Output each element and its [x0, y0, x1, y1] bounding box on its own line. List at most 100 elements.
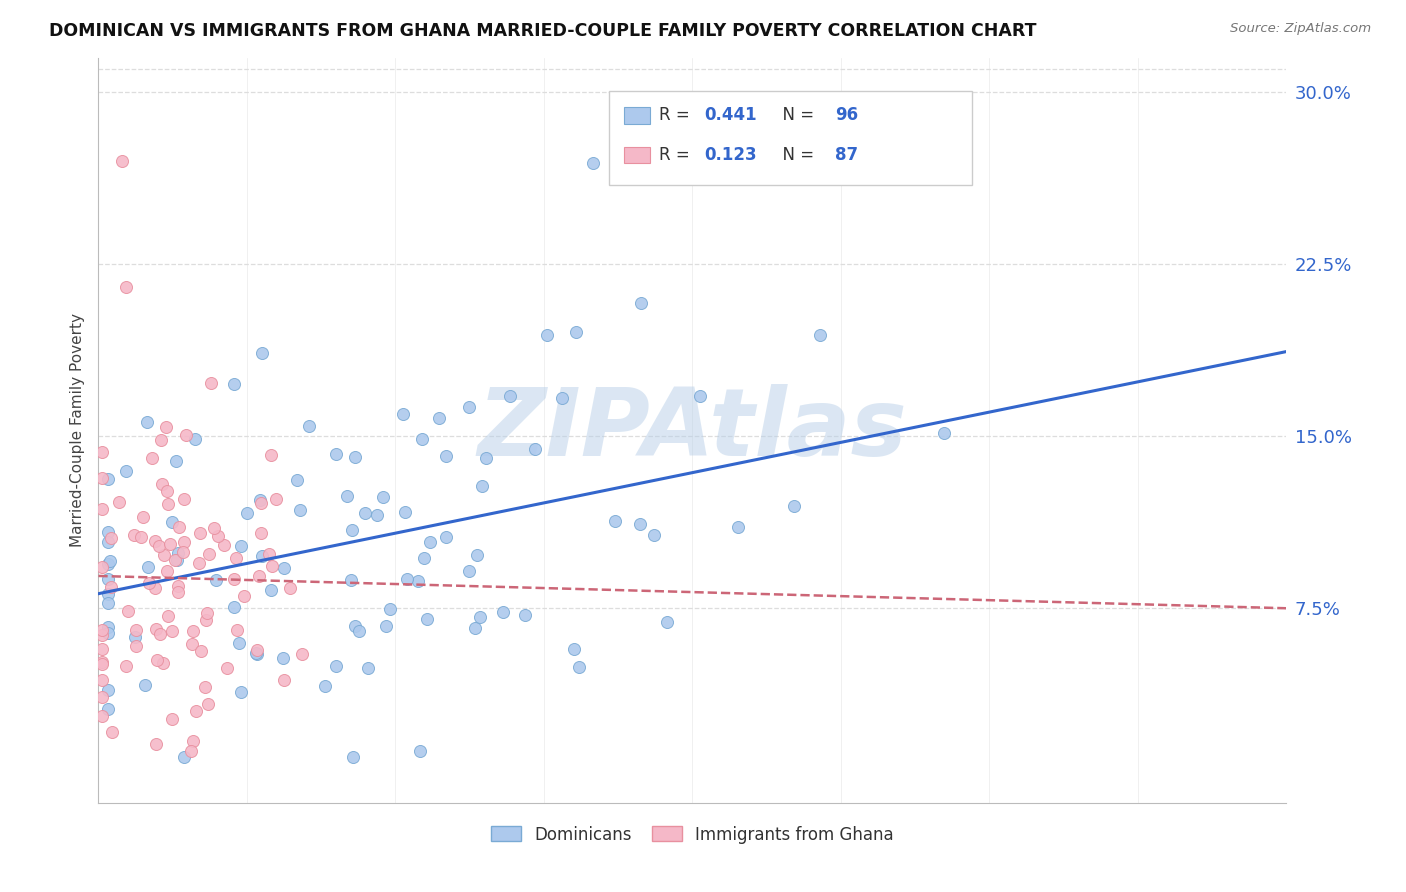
Point — [156, 483, 179, 498]
Point — [97, 702, 120, 716]
Point — [166, 553, 188, 567]
Point — [91, 559, 114, 574]
Point — [181, 624, 204, 639]
Point — [271, 651, 294, 665]
Point — [513, 607, 536, 622]
Point — [249, 492, 271, 507]
Point — [115, 658, 138, 673]
Point — [100, 531, 122, 545]
Point — [231, 539, 253, 553]
Point — [91, 628, 114, 642]
Point — [366, 508, 388, 522]
Point — [97, 572, 120, 586]
Point — [371, 490, 394, 504]
Point — [464, 621, 486, 635]
Point — [207, 529, 229, 543]
Point — [568, 660, 591, 674]
Point — [347, 624, 370, 638]
Point — [198, 548, 221, 562]
Point — [152, 656, 174, 670]
Point — [115, 464, 138, 478]
Point — [194, 680, 217, 694]
Point — [91, 709, 114, 723]
Point — [97, 625, 120, 640]
Point — [132, 509, 155, 524]
Point — [419, 534, 441, 549]
Point — [406, 574, 429, 589]
Point — [436, 449, 458, 463]
Point — [412, 550, 434, 565]
Point — [153, 549, 176, 563]
Point — [655, 615, 678, 630]
Point — [491, 605, 513, 619]
Point — [173, 534, 195, 549]
Point — [166, 579, 188, 593]
Point — [565, 326, 588, 340]
Point — [396, 572, 419, 586]
Point — [264, 491, 287, 506]
Point — [247, 569, 270, 583]
Point — [228, 635, 250, 649]
Text: 96: 96 — [835, 106, 858, 124]
Point — [197, 697, 219, 711]
Text: R =: R = — [659, 145, 695, 164]
Text: 0.441: 0.441 — [704, 106, 756, 124]
Text: R =: R = — [659, 106, 695, 124]
Point — [91, 655, 114, 669]
Point — [298, 419, 321, 434]
Point — [122, 528, 145, 542]
Point — [97, 682, 120, 697]
Point — [249, 496, 271, 510]
Point — [129, 530, 152, 544]
Point — [97, 524, 120, 539]
Point — [148, 540, 170, 554]
Point — [236, 506, 259, 520]
Point — [194, 614, 217, 628]
Point — [91, 444, 114, 458]
Y-axis label: Married-Couple Family Poverty: Married-Couple Family Poverty — [69, 313, 84, 548]
Point — [245, 646, 267, 660]
Point — [325, 447, 347, 461]
Point — [340, 523, 363, 537]
Point — [336, 489, 359, 503]
Point — [165, 454, 187, 468]
Point — [166, 584, 188, 599]
Point — [190, 644, 212, 658]
Point — [260, 448, 283, 462]
Point — [212, 538, 235, 552]
Point — [252, 549, 274, 564]
Point — [226, 623, 249, 637]
Point — [934, 425, 956, 440]
Point — [224, 377, 246, 392]
Point — [143, 581, 166, 595]
Point — [409, 744, 432, 758]
Point — [91, 471, 114, 485]
Point — [465, 548, 488, 562]
Point — [250, 526, 273, 541]
Point — [173, 750, 195, 764]
Point — [252, 346, 274, 360]
FancyBboxPatch shape — [623, 146, 650, 163]
Point — [411, 432, 433, 446]
Point — [474, 451, 496, 466]
Point — [169, 520, 191, 534]
Point — [536, 328, 558, 343]
Point — [149, 433, 172, 447]
Point — [91, 673, 114, 688]
Point — [146, 653, 169, 667]
Point — [145, 622, 167, 636]
Text: N =: N = — [772, 106, 820, 124]
Point — [232, 589, 254, 603]
Point — [143, 533, 166, 548]
Point — [97, 535, 120, 549]
Text: 0.123: 0.123 — [704, 145, 756, 164]
Point — [202, 521, 225, 535]
Point — [471, 479, 494, 493]
Point — [125, 640, 148, 654]
Point — [108, 495, 131, 509]
Point — [160, 515, 183, 529]
Point — [180, 637, 202, 651]
Point — [101, 725, 124, 739]
Point — [260, 558, 283, 573]
Point — [97, 596, 120, 610]
